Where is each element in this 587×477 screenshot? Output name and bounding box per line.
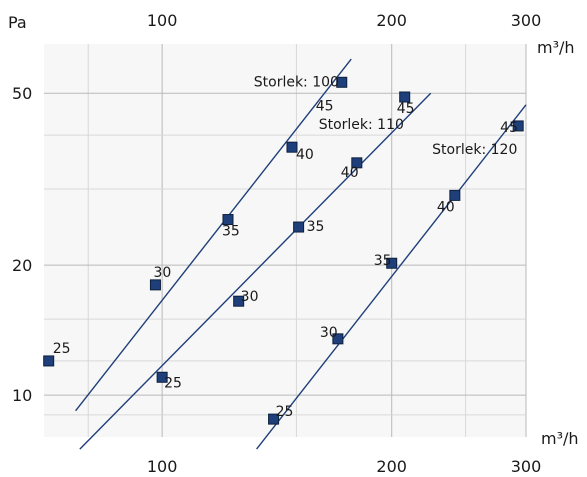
axes-layer: Pa m³/h m³/h 100 200 300 100 200 300 10 20 50 bbox=[8, 11, 579, 476]
x-tick-label-top: 100 bbox=[147, 11, 178, 30]
data-point-marker bbox=[399, 91, 411, 103]
grid bbox=[44, 44, 527, 437]
data-point-marker bbox=[449, 189, 461, 201]
y-tick-label: 50 bbox=[12, 84, 32, 103]
series-name-label: Storlek: 100 bbox=[254, 74, 339, 90]
data-point-label: 30 bbox=[241, 289, 259, 305]
series-line bbox=[79, 92, 432, 450]
series-line bbox=[256, 104, 527, 450]
data-point-label: 25 bbox=[164, 375, 182, 391]
data-point-marker bbox=[293, 221, 305, 233]
data-point-label: 40 bbox=[341, 165, 359, 181]
data-point-marker bbox=[386, 257, 398, 269]
series-name-label: Storlek: 120 bbox=[432, 142, 517, 158]
x-tick-label-bottom: 300 bbox=[511, 457, 542, 476]
y-tick-label: 20 bbox=[12, 256, 32, 275]
x-tick-label-bottom: 100 bbox=[147, 457, 178, 476]
y-axis-label: Pa bbox=[8, 13, 27, 32]
series-line bbox=[75, 58, 352, 412]
data-point-label: 45 bbox=[500, 120, 518, 136]
series-name-label: Storlek: 110 bbox=[319, 117, 404, 133]
x-tick-label-top: 200 bbox=[376, 11, 407, 30]
y-tick-label: 10 bbox=[12, 386, 32, 405]
x-axis-label-bottom: m³/h bbox=[541, 429, 579, 448]
data-point-marker bbox=[149, 279, 161, 291]
data-point-label: 30 bbox=[320, 325, 338, 341]
data-point-marker bbox=[332, 333, 344, 345]
data-point-label: 35 bbox=[307, 219, 325, 235]
data-point-marker bbox=[43, 355, 55, 367]
data-point-label: 45 bbox=[397, 101, 415, 117]
data-point-marker bbox=[233, 295, 245, 307]
data-point-label: 45 bbox=[316, 98, 334, 114]
data-point-label: 30 bbox=[153, 265, 171, 281]
data-point-label: 25 bbox=[53, 341, 71, 357]
data-point-marker bbox=[156, 371, 168, 383]
data-point-label: 40 bbox=[296, 147, 314, 163]
data-point-marker bbox=[351, 157, 363, 169]
series-layer bbox=[43, 58, 527, 450]
data-point-marker bbox=[336, 76, 348, 88]
data-point-label: 25 bbox=[276, 404, 294, 420]
data-point-marker bbox=[268, 413, 280, 425]
x-tick-label-bottom: 200 bbox=[376, 457, 407, 476]
data-point-label: 35 bbox=[374, 253, 392, 269]
data-point-label: 40 bbox=[437, 199, 455, 215]
data-point-marker bbox=[286, 141, 298, 153]
data-point-marker bbox=[512, 120, 524, 132]
data-point-marker bbox=[222, 214, 234, 226]
x-axis-label-top: m³/h bbox=[537, 38, 575, 57]
data-point-label: 35 bbox=[222, 224, 240, 240]
x-tick-label-top: 300 bbox=[511, 11, 542, 30]
